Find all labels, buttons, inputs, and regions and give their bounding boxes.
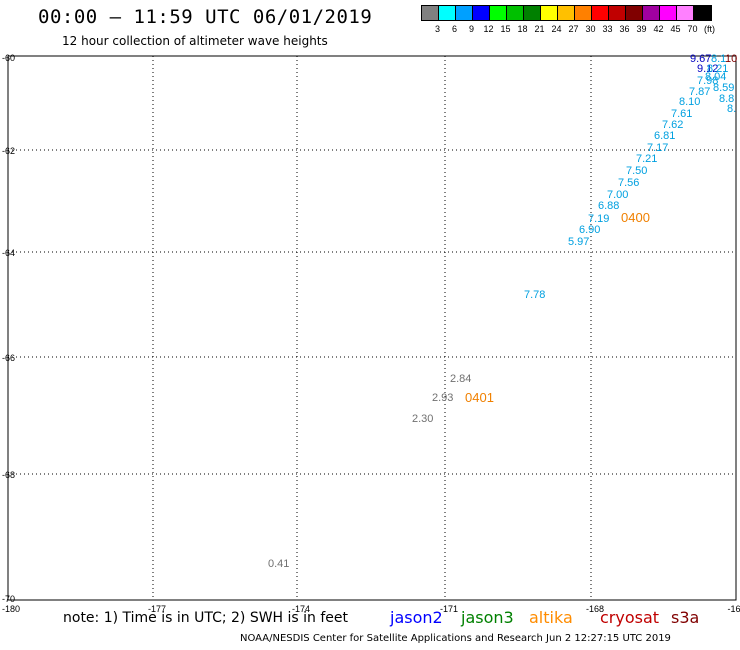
wave-height-label: 8.1 bbox=[711, 53, 726, 65]
legend-label: 24 bbox=[551, 24, 562, 34]
wave-height-label: 7.78 bbox=[524, 289, 545, 301]
legend-label: 15 bbox=[500, 24, 511, 34]
longitude-tick: -180 bbox=[2, 604, 20, 614]
legend-label: 36 bbox=[619, 24, 630, 34]
wave-height-label: 8. bbox=[727, 103, 736, 115]
satellite-label-cryosat: cryosat bbox=[600, 608, 660, 627]
legend-labels: 3 6 9 12 15 18 21 24 27 30 33 36 39 42 45 70 (ft) bbox=[421, 21, 715, 34]
legend-label: 45 bbox=[670, 24, 681, 34]
wave-height-label: 0.41 bbox=[268, 558, 289, 570]
legend-label: 39 bbox=[636, 24, 647, 34]
legend-swatch bbox=[575, 6, 592, 20]
map-subtitle: 12 hour collection of altimeter wave hei… bbox=[62, 34, 328, 48]
latitude-tick: -60 bbox=[2, 53, 15, 63]
legend-swatch bbox=[473, 6, 490, 20]
legend-label: (ft) bbox=[704, 24, 715, 34]
legend-label: 3 bbox=[434, 24, 441, 34]
wave-height-label: 10 bbox=[725, 53, 737, 65]
credit-line: NOAA/NESDIS Center for Satellite Applica… bbox=[240, 633, 671, 644]
wave-height-label: 2.30 bbox=[412, 413, 433, 425]
wave-height-label: 9.12 bbox=[697, 63, 718, 75]
wave-height-label: 6.81 bbox=[654, 130, 675, 142]
legend-label: 70 bbox=[687, 24, 698, 34]
latitude-tick: -70 bbox=[2, 594, 15, 604]
longitude-tick: -177 bbox=[148, 604, 166, 614]
wave-height-label: 7.50 bbox=[626, 165, 647, 177]
legend-swatch bbox=[558, 6, 575, 20]
legend-label: 9 bbox=[468, 24, 475, 34]
wave-height-label: 7.00 bbox=[607, 189, 628, 201]
legend-swatch bbox=[439, 6, 456, 20]
legend-label: 12 bbox=[483, 24, 494, 34]
units-note: note: 1) Time is in UTC; 2) SWH is in fe… bbox=[63, 610, 349, 626]
legend-label: 21 bbox=[534, 24, 545, 34]
legend-swatch bbox=[677, 6, 694, 20]
wave-height-label: 8.8 bbox=[719, 93, 734, 105]
legend-swatch bbox=[490, 6, 507, 20]
wave-height-label: 7.56 bbox=[618, 177, 639, 189]
legend-label: 18 bbox=[517, 24, 528, 34]
wave-height-label: 7.61 bbox=[671, 108, 692, 120]
satellite-label-jason3: jason3 bbox=[461, 608, 514, 627]
wave-height-label: 6.88 bbox=[598, 200, 619, 212]
legend-label: 30 bbox=[585, 24, 596, 34]
wave-height-label: 8.10 bbox=[679, 96, 700, 108]
longitude-tick: -174 bbox=[292, 604, 310, 614]
legend-swatch bbox=[626, 6, 643, 20]
longitude-tick: -16 bbox=[727, 604, 740, 614]
wave-height-label: 8.59 bbox=[713, 82, 734, 94]
wave-height-label: 7.19 bbox=[588, 213, 609, 225]
wave-height-labels: 9.67 8.110 9.128.217.988.048.597.87 8.8 8.10… bbox=[268, 53, 737, 570]
wave-height-label: 9.67 bbox=[690, 53, 711, 65]
wave-height-label: 6.90 bbox=[579, 224, 600, 236]
longitude-tick: -168 bbox=[586, 604, 604, 614]
wave-height-label: 7.98 bbox=[697, 75, 718, 87]
color-legend: 3 6 9 12 15 18 21 24 27 30 33 36 39 42 45 70 (ft) bbox=[421, 5, 715, 34]
legend-swatch bbox=[643, 6, 660, 20]
legend-swatch bbox=[609, 6, 626, 20]
wave-height-label: 7.17 bbox=[647, 142, 668, 154]
satellite-label-altika: altika bbox=[529, 608, 573, 627]
pass-time-label: 0401 bbox=[465, 390, 494, 405]
pass-time-label: 0400 bbox=[621, 210, 650, 225]
legend-swatch bbox=[694, 6, 711, 20]
legend-swatch bbox=[507, 6, 524, 20]
legend-swatch bbox=[541, 6, 558, 20]
satellite-label-jason2: jason2 bbox=[390, 608, 443, 627]
wave-height-label: 7.62 bbox=[662, 119, 683, 131]
legend-label: 33 bbox=[602, 24, 613, 34]
wave-height-label: 2.84 bbox=[450, 373, 471, 385]
legend-swatches bbox=[421, 5, 712, 21]
wave-height-label: 5.97 bbox=[568, 236, 589, 248]
legend-swatch bbox=[456, 6, 473, 20]
legend-label: 42 bbox=[653, 24, 664, 34]
satellite-label-s3a: s3a bbox=[671, 608, 700, 627]
legend-swatch bbox=[592, 6, 609, 20]
plot-frame bbox=[7, 55, 737, 601]
wave-height-label: 8.21 bbox=[707, 63, 728, 75]
legend-swatch bbox=[422, 6, 439, 20]
wave-height-label: 7.87 bbox=[689, 86, 710, 98]
axis-ticks: -60 -62 -64 -66 -68 -70-180 -177 -174 -171 -168 -1… bbox=[2, 53, 740, 614]
wave-height-label: 8.04 bbox=[705, 71, 726, 83]
map-border bbox=[7, 55, 737, 601]
legend-swatch bbox=[660, 6, 677, 20]
legend-label: 27 bbox=[568, 24, 579, 34]
latitude-tick: -66 bbox=[2, 353, 15, 363]
wave-height-label: 7.21 bbox=[636, 153, 657, 165]
longitude-tick: -171 bbox=[440, 604, 458, 614]
wave-height-label: 2.93 bbox=[432, 392, 453, 404]
latitude-tick: -62 bbox=[2, 146, 15, 156]
legend-label: 6 bbox=[451, 24, 458, 34]
latitude-tick: -68 bbox=[2, 470, 15, 480]
grid-lines bbox=[8, 56, 736, 600]
latitude-tick: -64 bbox=[2, 248, 15, 258]
map-title: 00:00 – 11:59 UTC 06/01/2019 bbox=[38, 6, 373, 28]
legend-swatch bbox=[524, 6, 541, 20]
